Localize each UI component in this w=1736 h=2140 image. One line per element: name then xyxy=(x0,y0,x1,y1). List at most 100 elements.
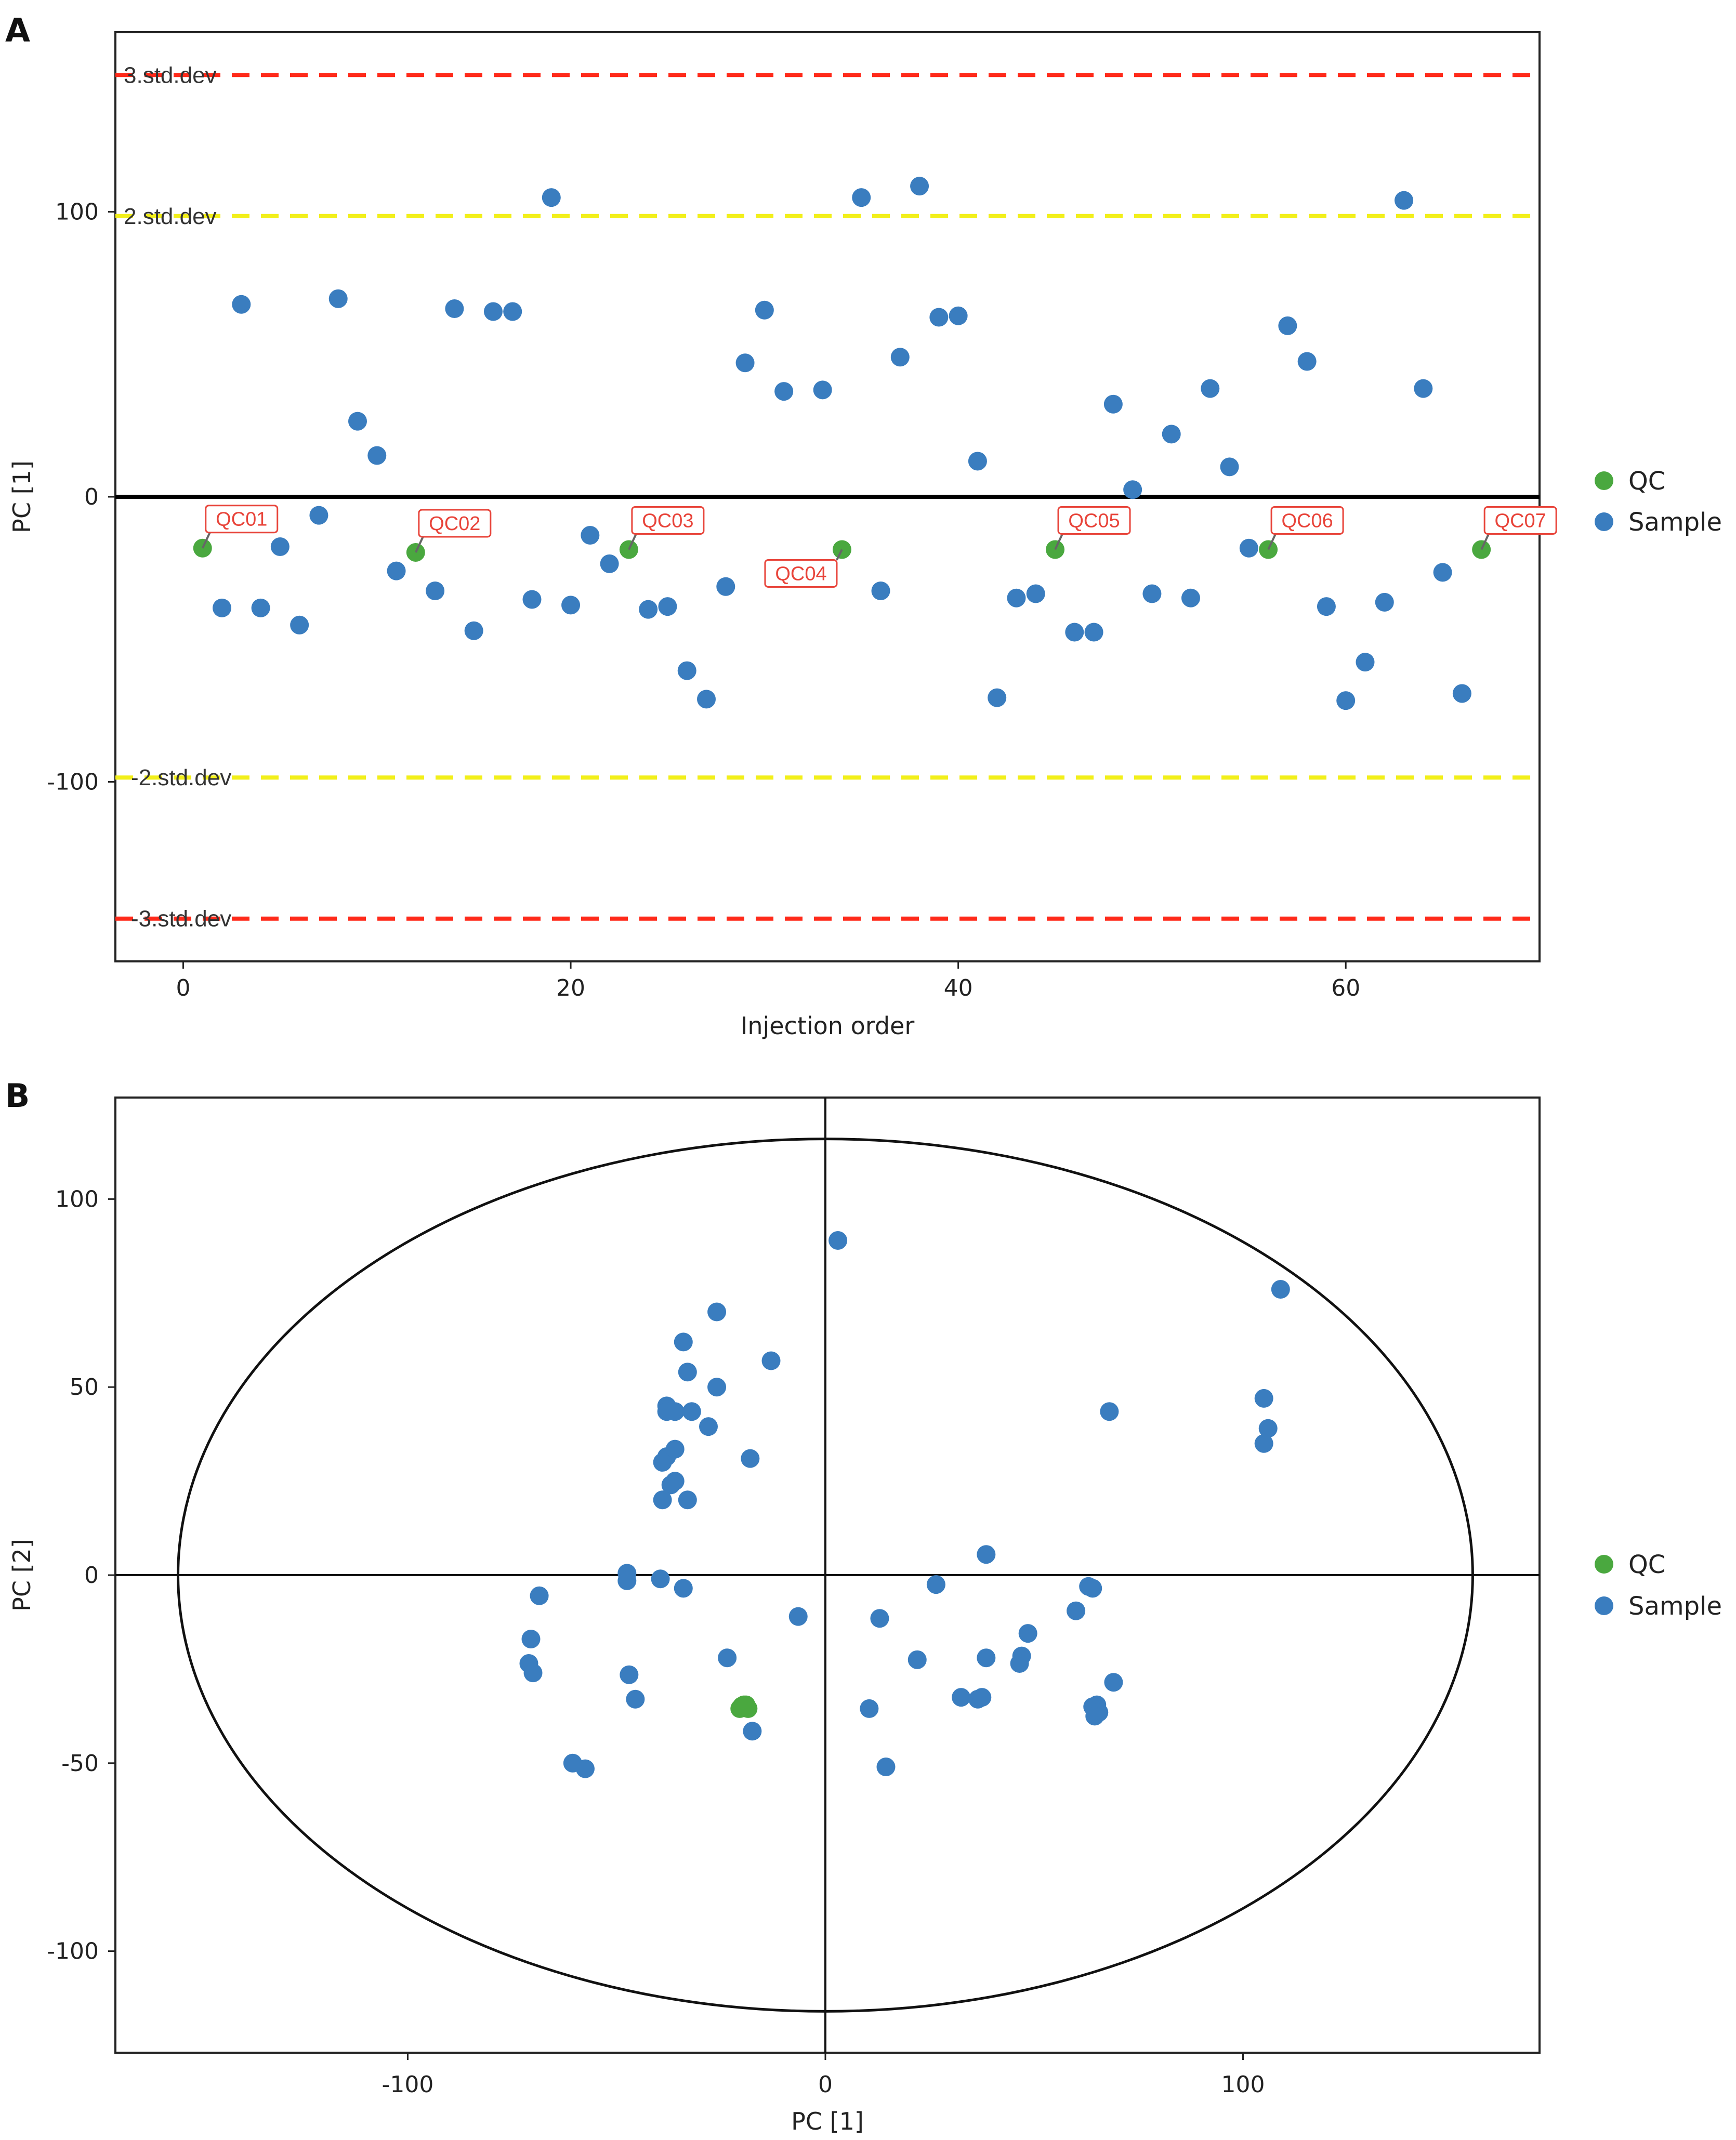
y-tick-label: -100 xyxy=(47,769,99,795)
qc-label-text: QC04 xyxy=(775,563,826,585)
panel-b-x-axis-title: PC [1] xyxy=(791,2107,864,2135)
sample-point xyxy=(290,615,309,635)
sample-point xyxy=(1201,379,1220,398)
legend-sample-marker-a xyxy=(1595,512,1613,531)
sample-point xyxy=(581,526,600,545)
sample-point xyxy=(988,688,1007,707)
sample-point xyxy=(699,1417,718,1436)
sample-point xyxy=(828,1231,848,1250)
sample-point xyxy=(328,289,348,308)
sample-point xyxy=(910,177,929,196)
sample-point xyxy=(761,1351,781,1370)
sample-point xyxy=(367,446,387,465)
qc-label-text: QC07 xyxy=(1495,510,1546,532)
x-tick-label: 60 xyxy=(1331,975,1360,1001)
ref-line-label: 3.std.dev xyxy=(124,62,217,88)
sample-point xyxy=(1010,1654,1029,1673)
sample-point xyxy=(665,1402,685,1421)
sample-point xyxy=(1317,597,1336,616)
sample-point xyxy=(977,1545,996,1564)
sample-point xyxy=(653,1490,672,1510)
sample-point xyxy=(1142,584,1162,603)
sample-point xyxy=(1103,394,1123,414)
sample-point xyxy=(1414,379,1433,398)
sample-point xyxy=(774,382,794,401)
qc-label-leader xyxy=(415,536,424,553)
sample-point xyxy=(735,353,755,373)
ref-line-label: -3.std.dev xyxy=(131,906,231,932)
qc-label-leader xyxy=(1480,533,1490,550)
sample-point xyxy=(464,621,483,640)
y-tick-label: -100 xyxy=(47,1938,99,1965)
sample-point xyxy=(387,561,406,580)
sample-point xyxy=(972,1688,992,1707)
sample-point xyxy=(542,188,561,207)
ref-line-label: 2.std.dev xyxy=(124,204,217,229)
sample-point xyxy=(445,299,464,319)
sample-point xyxy=(718,1648,737,1668)
qc-label-box xyxy=(631,506,705,535)
sample-point xyxy=(1162,425,1181,444)
x-tick-label: 0 xyxy=(818,2071,833,2098)
sample-point xyxy=(1254,1389,1273,1408)
sample-point xyxy=(949,306,968,325)
hotelling-ellipse xyxy=(177,1138,1474,2013)
sample-point xyxy=(707,1378,727,1397)
sample-point xyxy=(1065,623,1084,642)
sample-point xyxy=(523,1663,543,1683)
panel-b-letter: B xyxy=(5,1077,30,1115)
sample-point xyxy=(1356,653,1375,672)
sample-point xyxy=(1067,1601,1086,1620)
sample-point xyxy=(678,1363,697,1382)
sample-point xyxy=(1278,316,1297,335)
sample-point xyxy=(852,188,871,207)
sample-point xyxy=(522,590,542,609)
sample-point xyxy=(503,302,522,321)
qc-label-box xyxy=(205,505,279,534)
panel-a-chart: 3.std.dev 2.std.dev -2.std.dev -3.std.dev 0… xyxy=(8,31,1722,1040)
sample-point xyxy=(1433,563,1452,582)
legend-qc-label-a: QC xyxy=(1628,467,1665,496)
panel-a-letter: A xyxy=(5,11,30,49)
sample-point xyxy=(926,1575,945,1594)
sample-point xyxy=(1258,1419,1278,1438)
sample-point xyxy=(600,554,619,573)
legend-qc-marker-a xyxy=(1595,471,1613,490)
sample-point xyxy=(677,661,696,680)
y-tick-label: 100 xyxy=(55,199,99,226)
sample-point xyxy=(908,1650,927,1669)
legend-sample-label-a: Sample xyxy=(1628,508,1722,537)
sample-point xyxy=(707,1302,727,1322)
sample-point xyxy=(251,598,270,617)
sample-point xyxy=(653,1452,672,1472)
legend-qc-label-b: QC xyxy=(1628,1550,1665,1579)
y-tick-label: -50 xyxy=(61,1750,99,1777)
sample-point xyxy=(530,1586,549,1605)
sample-point xyxy=(870,1609,889,1628)
sample-point xyxy=(639,600,658,619)
x-tick-label: 20 xyxy=(556,975,585,1001)
qc-label-box xyxy=(1483,506,1557,535)
qc-label-leader xyxy=(1054,533,1063,550)
sample-point xyxy=(1007,588,1026,607)
sample-point xyxy=(617,1571,637,1590)
sample-point xyxy=(1083,1579,1102,1598)
qc-label-box xyxy=(418,509,492,538)
sample-point xyxy=(890,348,910,367)
sample-point xyxy=(1018,1624,1037,1643)
sample-point xyxy=(426,581,445,600)
sample-point xyxy=(977,1648,996,1668)
qc-label-box xyxy=(1057,506,1131,535)
sample-point xyxy=(1026,584,1045,603)
sample-point xyxy=(1375,592,1394,612)
panel-a-y-axis-title: PC [1] xyxy=(8,460,36,533)
qc-label-leader xyxy=(628,533,637,550)
sample-point xyxy=(1220,457,1239,477)
sample-point xyxy=(952,1688,971,1707)
qc-label-box xyxy=(764,559,838,588)
sample-point xyxy=(678,1490,697,1510)
qc-label-text: QC02 xyxy=(429,513,480,535)
sample-point xyxy=(620,1665,639,1684)
sample-point xyxy=(788,1607,808,1626)
